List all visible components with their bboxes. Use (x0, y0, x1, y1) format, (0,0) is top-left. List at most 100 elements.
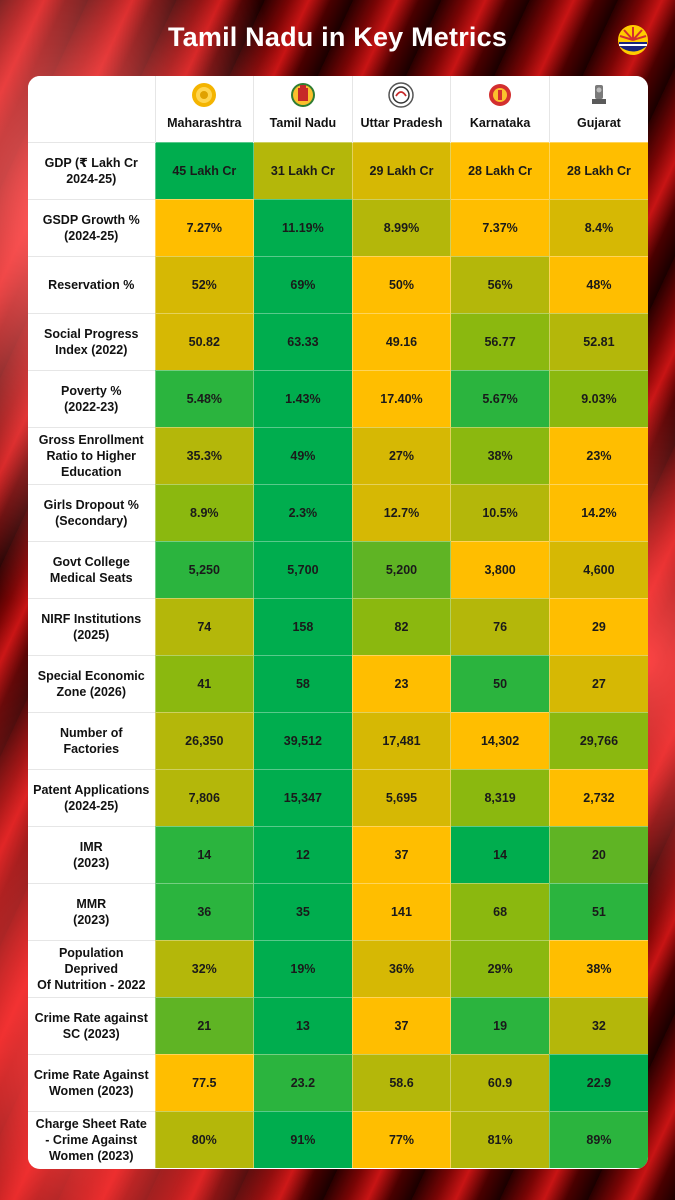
metric-label: Social Progress Index (2022) (28, 312, 155, 370)
metric-value-cell: 76 (450, 597, 550, 655)
metric-label: Special Economic Zone (2026) (28, 654, 155, 712)
metric-value-cell: 5,200 (351, 540, 451, 598)
tamil-nadu-emblem-icon (290, 82, 315, 107)
table-row: GSDP Growth % (2024-25) 7.27% 11.19% 8.99% 7.… (28, 198, 648, 256)
metric-value-cell: 37 (351, 825, 451, 883)
metric-value-cell: 41 (154, 654, 254, 712)
table-row: Gross Enrollment Ratio to Higher Education… (28, 426, 648, 484)
metric-value-cell: 26,350 (154, 711, 254, 769)
party-logo-icon (618, 25, 648, 55)
metric-value-cell: 38% (548, 939, 648, 997)
table-row: MMR (2023) 36 35 141 68 51 (28, 882, 648, 940)
metric-value-cell: 7,806 (154, 768, 254, 826)
metric-value-cell: 2,732 (548, 768, 648, 826)
metric-value-cell: 11.19% (253, 198, 353, 256)
metric-value-cell: 63.33 (253, 312, 353, 370)
table-row: Charge Sheet Rate - Crime Against Women (2… (28, 1110, 648, 1168)
metric-value-cell: 58 (253, 654, 353, 712)
metric-value-cell: 7.27% (154, 198, 254, 256)
metric-value-cell: 13 (253, 996, 353, 1054)
metric-value-cell: 12 (253, 825, 353, 883)
table-row: Poverty % (2022-23) 5.48% 1.43% 17.40% 5.67% 9… (28, 369, 648, 427)
metric-label: Girls Dropout % (Secondary) (28, 483, 155, 541)
metric-value-cell: 29 Lakh Cr (351, 141, 451, 199)
metric-label: Reservation % (28, 255, 155, 313)
metrics-table: Maharashtra Tamil Nadu (28, 76, 648, 1168)
metric-value-cell: 91% (253, 1110, 353, 1168)
metric-value-cell: 68 (450, 882, 550, 940)
table-row: Reservation % 52% 69% 50% 56% 48% (28, 255, 648, 313)
table-row: Girls Dropout % (Secondary) 8.9% 2.3% 12.7% 1… (28, 483, 648, 541)
metric-value-cell: 3,800 (450, 540, 550, 598)
column-header-label: Maharashtra (167, 115, 242, 130)
metric-value-cell: 5,250 (154, 540, 254, 598)
metric-label: Patent Applications (2024-25) (28, 768, 155, 826)
metric-value-cell: 52.81 (548, 312, 648, 370)
metric-value-cell: 7.37% (450, 198, 550, 256)
table-row: Govt College Medical Seats 5,250 5,700 5,200… (28, 540, 648, 598)
table-row: Social Progress Index (2022) 50.82 63.33 49.… (28, 312, 648, 370)
metric-value-cell: 82 (351, 597, 451, 655)
metric-value-cell: 17,481 (351, 711, 451, 769)
metric-value-cell: 50.82 (154, 312, 254, 370)
metric-label: GSDP Growth % (2024-25) (28, 198, 155, 256)
metric-value-cell: 23.2 (253, 1053, 353, 1111)
metric-value-cell: 17.40% (351, 369, 451, 427)
metric-value-cell: 39,512 (253, 711, 353, 769)
metric-value-cell: 28 Lakh Cr (548, 141, 648, 199)
metric-value-cell: 36% (351, 939, 451, 997)
metric-value-cell: 37 (351, 996, 451, 1054)
maharashtra-emblem-icon (192, 82, 217, 107)
metric-value-cell: 49.16 (351, 312, 451, 370)
metric-value-cell: 22.9 (548, 1053, 648, 1111)
column-header-uttar-pradesh: Uttar Pradesh (351, 76, 451, 142)
metric-value-cell: 5,695 (351, 768, 451, 826)
metrics-table-card: Maharashtra Tamil Nadu (28, 76, 648, 1169)
metric-value-cell: 21 (154, 996, 254, 1054)
table-row: GDP (₹ Lakh Cr 2024-25) 45 Lakh Cr 31 Lakh … (28, 141, 648, 199)
metric-value-cell: 56% (450, 255, 550, 313)
metric-value-cell: 51 (548, 882, 648, 940)
page-title: Tamil Nadu in Key Metrics (167, 22, 508, 52)
table-row: NIRF Institutions (2025) 74 158 82 76 29 (28, 597, 648, 655)
metric-value-cell: 23% (548, 426, 648, 484)
metric-value-cell: 31 Lakh Cr (253, 141, 353, 199)
metric-value-cell: 52% (154, 255, 254, 313)
metric-label: GDP (₹ Lakh Cr 2024-25) (28, 141, 155, 199)
metric-value-cell: 5,700 (253, 540, 353, 598)
metric-value-cell: 27 (548, 654, 648, 712)
metric-value-cell: 8.4% (548, 198, 648, 256)
metric-value-cell: 20 (548, 825, 648, 883)
metric-label: NIRF Institutions (2025) (28, 597, 155, 655)
metric-label: MMR (2023) (28, 882, 155, 940)
metric-value-cell: 32% (154, 939, 254, 997)
metric-value-cell: 9.03% (548, 369, 648, 427)
metric-value-cell: 27% (351, 426, 451, 484)
metric-value-cell: 8.99% (351, 198, 451, 256)
metric-value-cell: 29,766 (548, 711, 648, 769)
metric-value-cell: 8,319 (450, 768, 550, 826)
metric-value-cell: 32 (548, 996, 648, 1054)
column-header-label: Karnataka (469, 115, 531, 130)
metric-value-cell: 69% (253, 255, 353, 313)
metric-value-cell: 141 (351, 882, 451, 940)
metric-value-cell: 10.5% (450, 483, 550, 541)
metric-label: Population Deprived Of Nutrition - 2022 (28, 939, 155, 997)
metric-value-cell: 48% (548, 255, 648, 313)
metric-value-cell: 1.43% (253, 369, 353, 427)
metric-value-cell: 89% (548, 1110, 648, 1168)
column-header-gujarat: Gujarat (548, 76, 648, 142)
metric-value-cell: 58.6 (351, 1053, 451, 1111)
corner-cell (28, 76, 155, 142)
metric-value-cell: 14 (450, 825, 550, 883)
table-row: IMR (2023) 14 12 37 14 20 (28, 825, 648, 883)
metric-label: IMR (2023) (28, 825, 155, 883)
metric-value-cell: 14.2% (548, 483, 648, 541)
table-row: Crime Rate Against Women (2023) 77.5 23.2 58… (28, 1053, 648, 1111)
table-row: Number of Factories 26,350 39,512 17,481 14,3… (28, 711, 648, 769)
metric-value-cell: 158 (253, 597, 353, 655)
metric-value-cell: 14 (154, 825, 254, 883)
metric-value-cell: 35 (253, 882, 353, 940)
metric-value-cell: 77.5 (154, 1053, 254, 1111)
metric-value-cell: 15,347 (253, 768, 353, 826)
